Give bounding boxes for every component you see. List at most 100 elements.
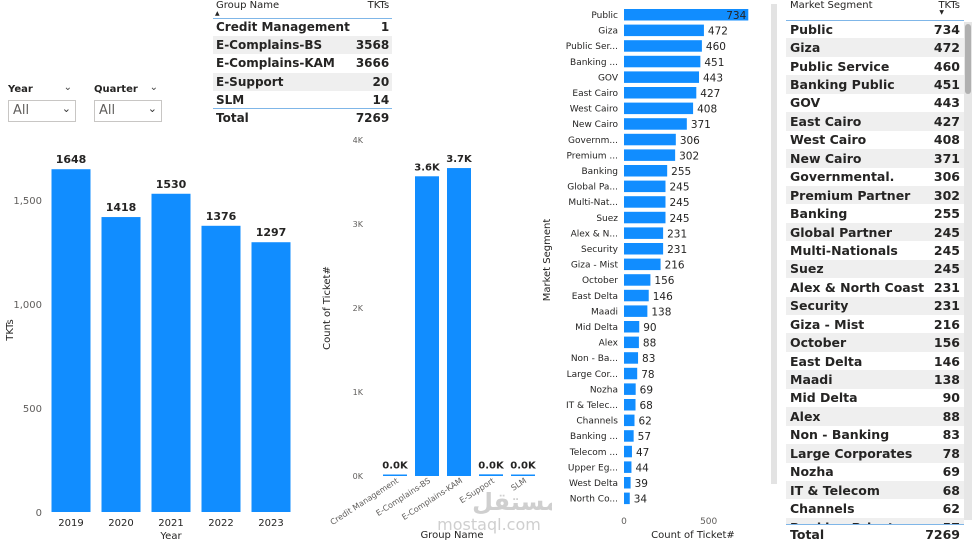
table-row[interactable]: Suez 245	[786, 259, 964, 279]
y-tick-label: Non - Ba...	[571, 354, 618, 364]
y-tick-label: Upper Eg...	[568, 463, 618, 473]
table-row[interactable]: Credit Management 1	[213, 18, 392, 36]
total-value: 7269	[925, 527, 960, 542]
sort-arrow-icon: ▼	[939, 9, 944, 16]
table-row[interactable]: E-Complains-BS 3568	[213, 36, 393, 55]
row-value: 78	[929, 444, 964, 463]
table-row[interactable]: Mid Delta 90	[786, 389, 964, 407]
watermark-latin: mostaql.com	[437, 515, 541, 534]
table-scrollbar-track[interactable]	[964, 22, 972, 520]
watermark-arabic: مستقل	[472, 488, 552, 516]
data-label: 245	[669, 182, 689, 194]
x-axis-title: Count of Ticket#	[651, 530, 735, 541]
y-tick-label: Banking	[581, 167, 618, 177]
row-value: 427	[929, 112, 964, 131]
data-label: 451	[704, 57, 724, 69]
group-name-column-header[interactable]: Group Name ▲	[215, 0, 280, 17]
table-row[interactable]: October 156	[786, 333, 964, 352]
bar	[624, 211, 666, 224]
row-value: 20	[352, 72, 393, 91]
segment-table-viewport: Market Segment TKTs ▼ Public 734 Giza 472 Pub…	[786, 0, 976, 524]
table-scrollbar-thumb[interactable]	[965, 24, 971, 94]
tkts-column-header[interactable]: TKTs	[367, 0, 390, 11]
bar	[624, 55, 701, 68]
data-label: 245	[669, 213, 689, 225]
table-row[interactable]: Giza - Mist 216	[786, 315, 964, 333]
tkts-column-header[interactable]: TKTs ▼	[938, 0, 960, 16]
data-label: 47	[636, 447, 649, 459]
table-row[interactable]: Giza 472	[786, 38, 964, 57]
data-label: 231	[667, 244, 687, 256]
y-tick-label: East Cairo	[572, 89, 618, 99]
table-row[interactable]: East Delta 146	[786, 352, 964, 370]
data-label: 83	[642, 353, 655, 365]
table-row[interactable]: Maadi 138	[786, 370, 964, 389]
table-row[interactable]: Non - Banking 83	[786, 426, 964, 444]
row-label: Mid Delta	[790, 390, 858, 406]
table-row[interactable]: SLM 14	[213, 91, 392, 109]
table-row[interactable]: Banking 255	[786, 204, 964, 222]
table-row[interactable]: Alex 88	[786, 407, 964, 426]
table-row[interactable]: Public Service 460	[786, 57, 964, 75]
table-row[interactable]: West Cairo 408	[786, 131, 964, 149]
table-row[interactable]: Nozha 69	[786, 463, 964, 481]
y-tick-label: Giza - Mist	[571, 261, 619, 271]
data-label: 231	[667, 228, 687, 240]
y-tick-label: 500	[23, 404, 42, 415]
table-row[interactable]: East Cairo 427	[786, 112, 964, 131]
table-row[interactable]: Global Partner 245	[786, 222, 964, 242]
bar	[624, 243, 664, 255]
tickets-by-segment-chart: Public 734 Giza 472 Public Ser... 460 Banking …	[542, 9, 749, 541]
quarter-dropdown[interactable]: All ⌄	[94, 100, 162, 122]
table-row[interactable]: IT & Telecom 68	[786, 480, 964, 500]
data-label: 1648	[56, 153, 87, 166]
year-slicer-header[interactable]: Year ⌄	[8, 82, 76, 100]
table-row[interactable]: Security 231	[786, 296, 964, 315]
bar	[624, 24, 704, 37]
table-row[interactable]: New Cairo 371	[786, 149, 964, 168]
chart-scrollbar[interactable]	[771, 4, 777, 484]
x-axis-title: Group Name	[420, 530, 483, 541]
table-row[interactable]: E-Support 20	[213, 72, 393, 91]
row-label: Channels	[790, 501, 855, 517]
data-label: 57	[638, 431, 651, 443]
table-row[interactable]: Banking Private57	[786, 517, 964, 524]
segment-table-header: Market Segment TKTs ▼	[786, 0, 964, 20]
y-tick-label: Large Cor...	[567, 370, 618, 380]
table-row[interactable]: E-Complains-KAM 3666	[213, 54, 392, 72]
table-row[interactable]: Channels 62	[786, 499, 964, 517]
row-value: 146	[933, 353, 960, 369]
chevron-down-icon[interactable]: ⌄	[149, 82, 158, 93]
row-label: SLM	[216, 92, 245, 107]
data-label: 0.0K	[510, 461, 537, 472]
chevron-down-icon[interactable]: ⌄	[63, 82, 72, 93]
quarter-slicer-header[interactable]: Quarter ⌄	[94, 82, 162, 100]
market-segment-column-header[interactable]: Market Segment	[790, 0, 873, 11]
y-tick-label: 1K	[353, 388, 364, 397]
row-label: Large Corporates	[786, 444, 930, 463]
table-row[interactable]: Banking Public 451	[786, 75, 964, 94]
year-dropdown[interactable]: All ⌄	[8, 100, 76, 122]
y-tick-label: 0K	[353, 472, 364, 481]
table-row[interactable]: GOV 443	[786, 94, 964, 112]
table-row[interactable]: Large Corporates 78	[786, 444, 964, 463]
row-label: Banking Public	[786, 75, 930, 94]
table-row[interactable]: Premium Partner 302	[786, 185, 964, 205]
bar	[624, 461, 632, 473]
table-row[interactable]: Alex & North Coast 231	[786, 278, 964, 296]
table-row[interactable]: Public 734	[786, 20, 964, 38]
table-row[interactable]: Governmental. 306	[786, 168, 964, 186]
row-value: 734	[933, 21, 960, 37]
bar	[624, 321, 640, 333]
y-tick-label: GOV	[598, 73, 619, 83]
row-label: Alex & North Coast	[790, 279, 925, 295]
bar	[624, 383, 636, 395]
row-value: 472	[929, 38, 964, 57]
row-value: 371	[929, 149, 964, 168]
row-label: Governmental.	[790, 169, 895, 185]
row-value: 1	[380, 20, 390, 35]
x-axis-title: Year	[159, 531, 182, 542]
bar	[624, 133, 676, 146]
table-row[interactable]: Multi-Nationals 245	[786, 241, 964, 259]
